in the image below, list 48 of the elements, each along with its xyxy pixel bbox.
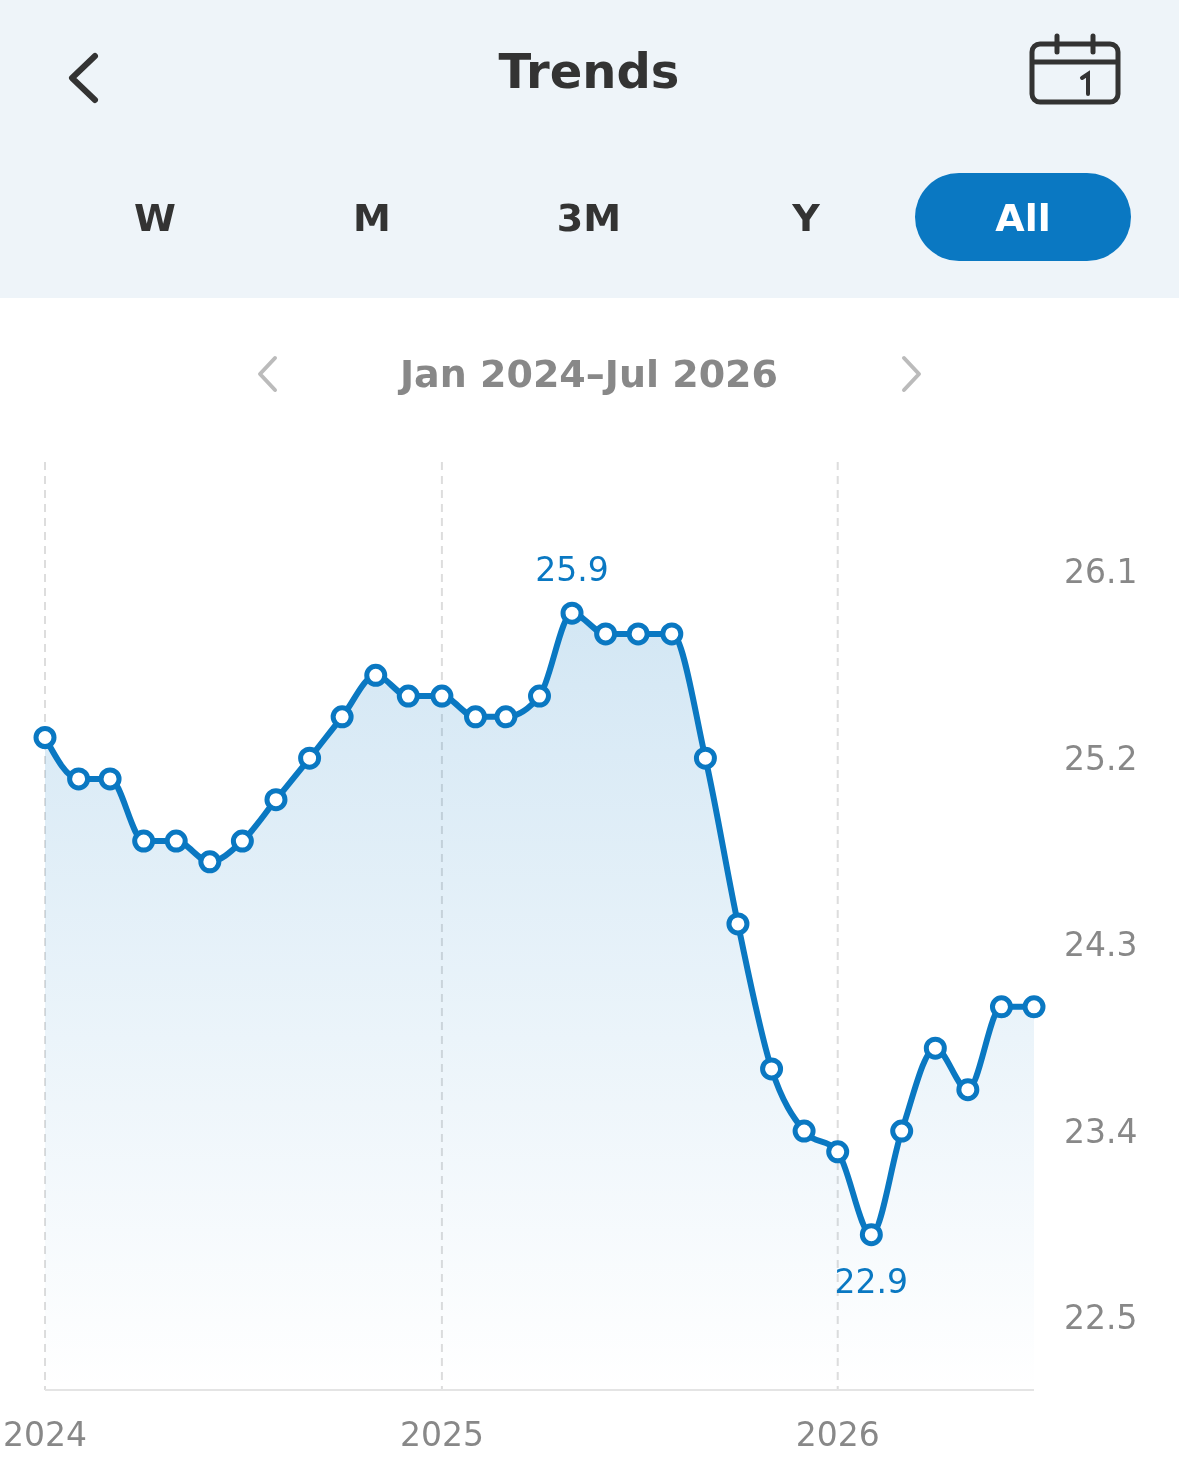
point — [494, 705, 518, 729]
point — [923, 1036, 947, 1060]
text: M — [353, 196, 391, 240]
data-label: 22.9 — [834, 1261, 909, 1301]
point — [98, 767, 122, 791]
point — [626, 622, 650, 646]
point — [1022, 995, 1046, 1019]
point — [859, 1223, 883, 1247]
text: All — [995, 196, 1051, 240]
point — [396, 684, 420, 708]
text: Y — [791, 196, 821, 240]
y-tick-label: 25.2 — [1064, 738, 1138, 778]
y-tick-label: 26.1 — [1064, 552, 1138, 592]
chart-title: Trends — [498, 43, 680, 99]
text: 3M — [556, 196, 622, 240]
point — [364, 663, 388, 687]
point — [298, 746, 322, 770]
point — [956, 1078, 980, 1102]
y-tick-label: 23.4 — [1064, 1111, 1138, 1151]
point — [230, 829, 254, 853]
x-tick-label: 2024 — [3, 1415, 87, 1454]
point — [33, 726, 57, 749]
text: W — [134, 196, 176, 240]
point — [164, 829, 188, 853]
point — [693, 746, 717, 770]
point — [594, 622, 618, 646]
point — [330, 705, 354, 729]
point — [760, 1057, 784, 1081]
point — [430, 684, 454, 708]
point — [264, 788, 288, 812]
point — [792, 1119, 816, 1143]
point — [67, 767, 91, 791]
point — [660, 622, 684, 646]
point — [890, 1119, 914, 1143]
x-tick-label: 2025 — [399, 1415, 484, 1454]
point — [560, 601, 584, 625]
point — [528, 684, 551, 708]
point — [132, 829, 156, 853]
data-label: 25.9 — [535, 550, 609, 590]
point — [989, 995, 1013, 1019]
y-tick-label: 24.3 — [1064, 925, 1138, 965]
x-tick-label: 2026 — [795, 1415, 880, 1454]
point — [726, 912, 750, 936]
point — [464, 705, 488, 729]
point — [198, 850, 222, 874]
chart-subtitle: Jan 2024–Jul 2026 — [396, 352, 779, 396]
point — [826, 1140, 850, 1164]
y-tick-label: 22.5 — [1064, 1298, 1138, 1338]
